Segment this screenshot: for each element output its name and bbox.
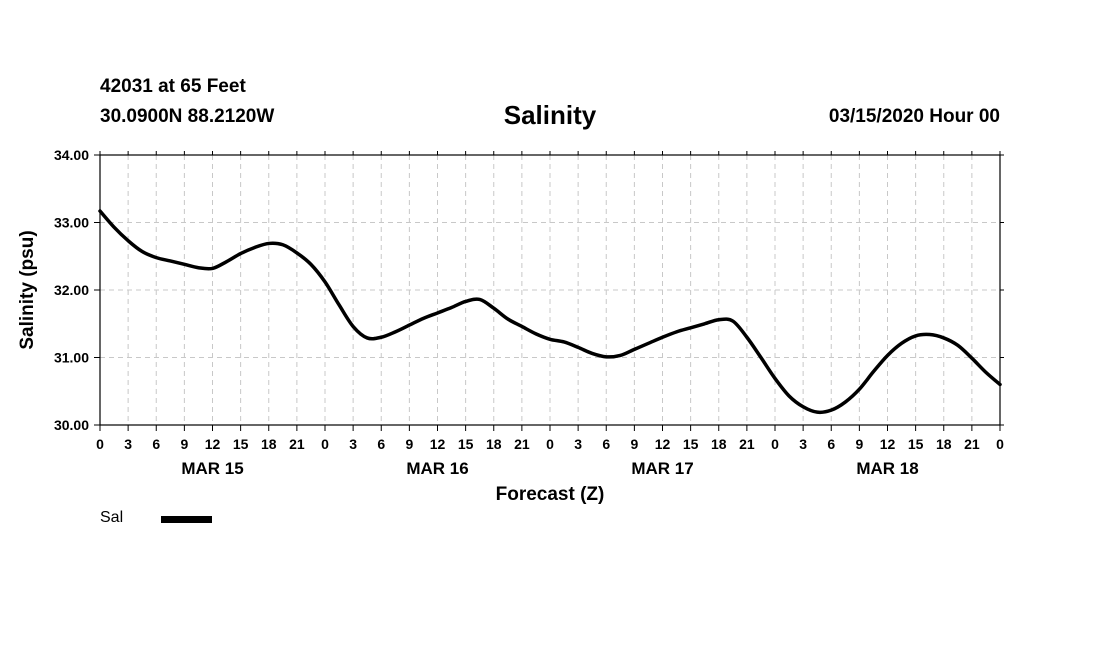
x-axis-title: Forecast (Z) — [496, 484, 605, 505]
legend-line-swatch — [161, 516, 212, 523]
y-tick-label: 31.00 — [54, 350, 89, 366]
x-tick-label: 12 — [430, 436, 446, 452]
series-line-sal — [98, 209, 1002, 415]
x-tick-label: 6 — [377, 436, 385, 452]
x-tick-label: 9 — [405, 436, 413, 452]
x-tick-label: 6 — [152, 436, 160, 452]
grid — [100, 155, 1000, 425]
x-tick-label: 21 — [739, 436, 755, 452]
axes — [94, 151, 1004, 431]
x-tick-label: 12 — [205, 436, 221, 452]
y-tick-label: 33.00 — [54, 215, 89, 231]
station-label: 42031 at 65 Feet — [100, 76, 246, 97]
day-label: MAR 15 — [181, 459, 243, 478]
y-tick-label: 32.00 — [54, 282, 89, 298]
y-tick-label: 30.00 — [54, 417, 89, 433]
x-tick-label: 3 — [574, 436, 582, 452]
x-tick-label: 18 — [711, 436, 727, 452]
x-tick-label: 18 — [486, 436, 502, 452]
chart-title: Salinity — [503, 100, 597, 130]
x-tick-label: 15 — [458, 436, 474, 452]
y-axis-title: Salinity (psu) — [17, 230, 38, 349]
x-tick-label: 9 — [630, 436, 638, 452]
x-tick-label: 3 — [124, 436, 132, 452]
x-tick-label: 18 — [936, 436, 952, 452]
x-tick-label: 0 — [546, 436, 554, 452]
x-tick-label: 21 — [289, 436, 305, 452]
x-tick-label: 0 — [96, 436, 104, 452]
x-tick-label: 0 — [321, 436, 329, 452]
day-label: MAR 16 — [406, 459, 468, 478]
x-tick-label: 12 — [655, 436, 671, 452]
x-tick-label: 12 — [880, 436, 896, 452]
x-tick-label: 21 — [964, 436, 980, 452]
forecast-datetime: 03/15/2020 Hour 00 — [828, 106, 1000, 127]
x-tick-label: 18 — [261, 436, 277, 452]
x-tick-label: 21 — [514, 436, 530, 452]
series — [98, 209, 1002, 415]
x-tick-label: 15 — [908, 436, 924, 452]
legend-label: Sal — [100, 509, 124, 526]
day-label: MAR 17 — [631, 459, 693, 478]
x-tick-label: 9 — [180, 436, 188, 452]
y-tick-label: 34.00 — [54, 147, 89, 163]
x-tick-label: 6 — [827, 436, 835, 452]
x-tick-label: 0 — [771, 436, 779, 452]
x-tick-label: 3 — [799, 436, 807, 452]
x-tick-label: 9 — [855, 436, 863, 452]
coordinates-label: 30.0900N 88.2120W — [100, 106, 275, 127]
x-tick-label: 6 — [602, 436, 610, 452]
x-tick-label: 15 — [683, 436, 699, 452]
x-tick-label: 3 — [349, 436, 357, 452]
axis-labels: 0 3 6 9 12 15 18 21 0 3 6 9 12 15 18 21 0 3 6 9 12 15 18 21 0 3 6 9… — [17, 147, 1004, 505]
x-tick-label: 15 — [233, 436, 249, 452]
x-tick-label: 0 — [996, 436, 1004, 452]
day-label: MAR 18 — [856, 459, 918, 478]
